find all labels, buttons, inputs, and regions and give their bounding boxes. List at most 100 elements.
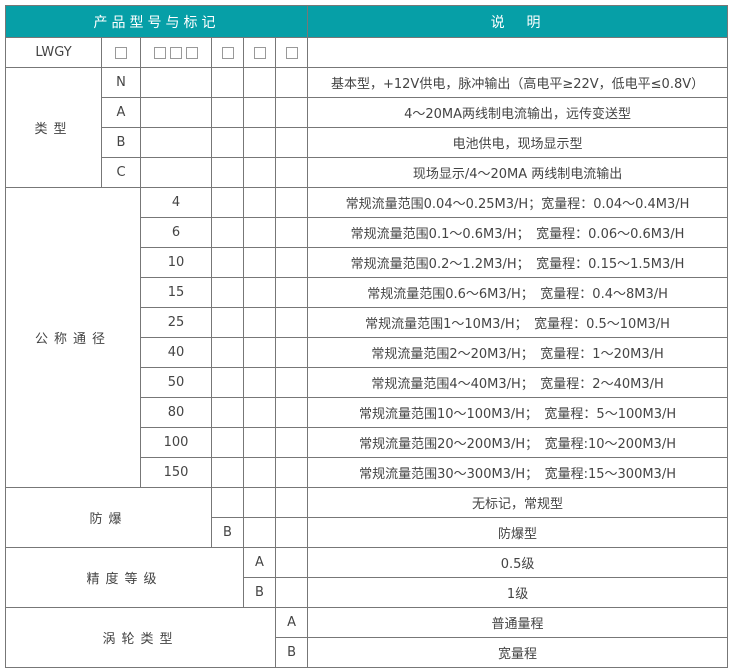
diameter-description: 常规流量范围10～100M3/H； 宽量程：5～100M3/H — [307, 397, 729, 428]
turbine-code: B — [274, 637, 309, 668]
empty-cell — [243, 217, 276, 248]
diameter-code: 6 — [140, 217, 212, 248]
empty-cell — [211, 457, 244, 488]
model-code: LWGY — [5, 37, 102, 68]
diameter-description: 常规流量范围0.6～6M3/H； 宽量程：0.4～8M3/H — [307, 277, 729, 308]
diameter-code: 40 — [140, 337, 212, 368]
empty-square-icon — [170, 46, 182, 59]
accuracy-code: B — [243, 577, 276, 608]
diameter-code: 80 — [140, 397, 212, 428]
empty-cell — [274, 577, 309, 608]
diameter-description: 常规流量范围0.1～0.6M3/H； 宽量程：0.06～0.6M3/H — [307, 217, 729, 248]
empty-cell — [274, 277, 309, 308]
empty-cell — [211, 217, 244, 248]
type-code: N — [101, 67, 141, 98]
diameter-code: 4 — [140, 187, 212, 218]
empty-square-icon — [115, 46, 127, 59]
turbine-description: 宽量程 — [307, 637, 729, 668]
empty-cell — [243, 517, 276, 548]
explosion-code — [211, 487, 244, 518]
empty-cell — [274, 67, 309, 98]
empty-cell — [274, 517, 309, 548]
empty-cell — [243, 127, 276, 158]
turbine-label: 涡轮类型 — [5, 607, 276, 668]
empty-cell — [211, 247, 244, 278]
empty-cell — [274, 217, 309, 248]
diameter-code: 150 — [140, 457, 212, 488]
empty-cell — [211, 307, 244, 338]
empty-cell — [274, 187, 309, 218]
table-row: C 现场显示/4～20MA 两线制电流输出 — [6, 157, 729, 188]
empty-cell — [274, 547, 309, 578]
empty-cell — [274, 307, 309, 338]
empty-cell — [211, 367, 244, 398]
explosion-code: B — [211, 517, 244, 548]
accuracy-label: 精度等级 — [5, 547, 244, 608]
diameter-code: 100 — [140, 427, 212, 458]
empty-cell — [243, 487, 276, 518]
empty-cell — [274, 337, 309, 368]
diameter-code: 25 — [140, 307, 212, 338]
empty-cell — [243, 427, 276, 458]
type-code: B — [101, 127, 141, 158]
type-description: 基本型，+12V供电，脉冲输出（高电平≥22V，低电平≤0.8V） — [307, 67, 729, 98]
table-row: B 1级 — [6, 577, 729, 608]
type-description: 电池供电，现场显示型 — [307, 127, 729, 158]
table-row: 类型 N 基本型，+12V供电，脉冲输出（高电平≥22V，低电平≤0.8V） — [5, 67, 729, 188]
accuracy-description: 1级 — [307, 577, 729, 608]
diameter-description: 常规流量范围20～200M3/H； 宽量程:10～200M3/H — [307, 427, 729, 458]
empty-cell — [243, 397, 276, 428]
diameter-code: 15 — [140, 277, 212, 308]
empty-cell — [211, 97, 244, 128]
empty-cell — [274, 487, 309, 518]
empty-cell — [274, 247, 309, 278]
slot-type — [101, 37, 141, 68]
type-code: C — [101, 157, 141, 188]
empty-cell — [274, 127, 309, 158]
empty-cell — [274, 427, 309, 458]
table-row: 150 常规流量范围30～300M3/H； 宽量程:15～300M3/H — [6, 457, 729, 488]
empty-square-icon — [253, 46, 266, 59]
diameter-description: 常规流量范围0.2～1.2M3/H； 宽量程：0.15～1.5M3/H — [307, 247, 729, 278]
model-code-row: LWGY — [5, 37, 729, 68]
diameter-description: 常规流量范围1～10M3/H； 宽量程：0.5～10M3/H — [307, 307, 729, 338]
table-row: A 4～20MA两线制电流输出，远传变送型 — [6, 97, 729, 128]
type-code: A — [101, 97, 141, 128]
diameter-description: 常规流量范围0.04～0.25M3/H；宽量程：0.04～0.4M3/H — [307, 187, 729, 218]
explosion-label: 防爆 — [5, 487, 212, 548]
empty-cell — [243, 67, 276, 98]
turbine-description: 普通量程 — [307, 607, 729, 638]
empty-cell — [274, 457, 309, 488]
empty-cell — [140, 67, 212, 98]
empty-cell — [211, 397, 244, 428]
explosion-description: 无标记，常规型 — [307, 487, 729, 518]
slot-turbine — [274, 37, 309, 68]
empty-cell — [243, 277, 276, 308]
empty-cell — [140, 127, 212, 158]
empty-cell — [274, 397, 309, 428]
slot-accuracy — [243, 37, 276, 68]
explosion-description: 防爆型 — [307, 517, 729, 548]
header-description: 说 明 — [307, 5, 729, 38]
empty-cell — [211, 157, 244, 188]
empty-cell — [211, 337, 244, 368]
empty-cell — [211, 67, 244, 98]
diameter-code: 50 — [140, 367, 212, 398]
table-row: 涡轮类型 A 普通量程 — [5, 607, 729, 668]
accuracy-code: A — [243, 547, 276, 578]
header-model: 产品型号与标记 — [4, 5, 309, 38]
slot-explosion — [211, 37, 244, 68]
empty-cell — [274, 367, 309, 398]
table-row: 15 常规流量范围0.6～6M3/H； 宽量程：0.4～8M3/H — [6, 277, 729, 308]
slot-diameter — [140, 37, 212, 68]
empty-cell — [211, 277, 244, 308]
diameter-code: 10 — [140, 247, 212, 278]
empty-cell — [243, 457, 276, 488]
empty-cell — [140, 97, 212, 128]
table-row: 防爆 无标记，常规型 — [5, 487, 729, 548]
empty-square-icon — [285, 46, 298, 59]
table-row: 6 常规流量范围0.1～0.6M3/H； 宽量程：0.06～0.6M3/H — [6, 217, 729, 248]
table-row: B 电池供电，现场显示型 — [6, 127, 729, 158]
empty-cell — [274, 157, 309, 188]
empty-cell — [243, 247, 276, 278]
